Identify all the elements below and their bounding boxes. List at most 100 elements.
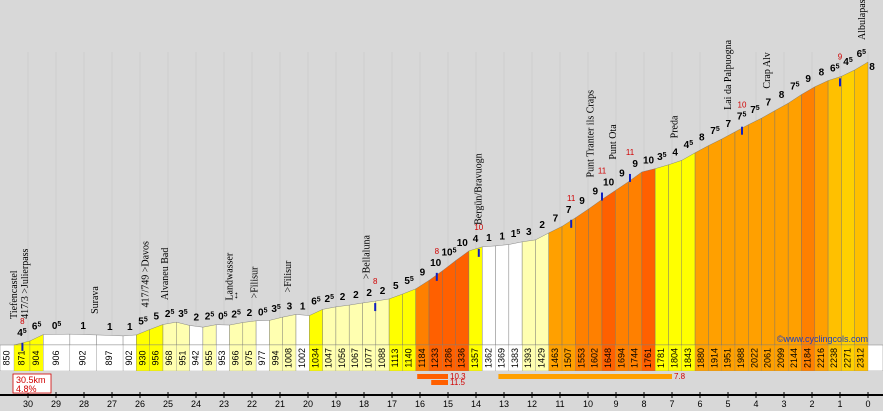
elevation-label: 1383	[510, 348, 520, 368]
grade-label: 8	[699, 133, 705, 144]
max-grade-label: 10	[474, 223, 483, 232]
grade-label: 9	[619, 169, 625, 180]
elevation-label: 1369	[497, 348, 507, 368]
profile-segment	[442, 260, 456, 346]
place-label: Surava	[90, 286, 101, 314]
grade-label: 8	[779, 90, 785, 101]
grade-label: 65	[857, 49, 867, 60]
grade-half-mark: 5	[796, 82, 800, 89]
grade-label: 05	[218, 312, 228, 323]
km-label: 18	[359, 399, 369, 409]
grade-half-mark: 5	[184, 309, 188, 316]
profile-segment	[362, 300, 377, 346]
km-label: 13	[499, 399, 509, 409]
grade-label: 2	[247, 308, 253, 319]
grade-label: 1	[300, 301, 306, 312]
summary-distance: 30.5km	[16, 375, 46, 385]
profile-segment	[176, 321, 190, 346]
grade-label: 1	[127, 322, 133, 333]
grade-label: 25	[165, 309, 175, 320]
km-label: 10	[583, 399, 593, 409]
profile-segment	[229, 322, 243, 346]
hard-section-bar	[417, 374, 448, 379]
grade-half-mark: 5	[264, 307, 268, 314]
max-grade-label: 9	[838, 52, 843, 61]
grade-half-mark: 5	[716, 126, 720, 133]
grade-label: 05	[258, 307, 268, 318]
elevation-label: 1694	[616, 348, 626, 368]
grade-label: 10	[457, 238, 469, 249]
max-grade-label: 8	[435, 247, 440, 256]
grade-label: 25	[325, 294, 335, 305]
elevation-label: 2312	[856, 348, 866, 368]
elevation-label: 871	[16, 350, 26, 365]
max-grade-label: 8	[373, 277, 378, 286]
km-label: 22	[247, 399, 257, 409]
elevation-label: 1951	[723, 348, 733, 368]
profile-segment	[242, 320, 257, 346]
profile-segment	[69, 333, 97, 346]
grade-label: 2	[539, 220, 545, 231]
elevation-label: 977	[257, 350, 267, 365]
place-label: >Filisur	[250, 266, 261, 298]
profile-segment	[615, 181, 629, 346]
max-grade-label: 11	[626, 148, 635, 157]
place-label: >Filisur	[283, 260, 294, 292]
elevation-label: 956	[151, 350, 161, 365]
profile-segment	[415, 279, 430, 346]
grade-label: 25	[205, 312, 215, 323]
km-label: 17	[387, 399, 397, 409]
km-label: 12	[527, 399, 537, 409]
grade-label: 3	[287, 301, 293, 312]
grade-half-mark: 5	[23, 328, 27, 335]
profile-segment	[468, 246, 483, 346]
profile-segment	[787, 94, 802, 346]
profile-segment	[508, 241, 523, 346]
place-label: >Bellaluna	[362, 235, 373, 280]
grade-label: 10	[643, 156, 655, 167]
km-label: 29	[51, 399, 61, 409]
elevation-label: 2144	[789, 348, 799, 368]
grade-label: 2	[353, 290, 359, 301]
km-label: 15	[443, 399, 453, 409]
elevation-label: 968	[164, 350, 174, 365]
profile-segment	[96, 334, 124, 346]
km-label: 3	[781, 399, 786, 409]
profile-segment	[588, 199, 603, 346]
hard-section-label: 11.5	[450, 378, 466, 387]
elevation-label: 1113	[390, 349, 400, 368]
profile-segment	[535, 232, 549, 346]
elevation-label: 2238	[829, 348, 839, 368]
grade-label: 8	[819, 68, 825, 79]
grade-label: 2	[340, 292, 346, 303]
elevation-label: 1286	[443, 348, 453, 368]
km-label: 5	[725, 399, 730, 409]
max-grade-label: 10	[738, 101, 747, 110]
elevation-label: 1077	[364, 348, 374, 368]
elevation-label: 953	[217, 350, 227, 365]
elevation-label: 1034	[310, 348, 320, 368]
km-label: 11	[555, 399, 564, 409]
elevation-label: 1336	[457, 348, 467, 368]
elevation-cell	[96, 344, 124, 372]
elevation-label: 1843	[683, 348, 693, 368]
km-label: 20	[303, 399, 313, 409]
elevation-label: 897	[104, 350, 114, 365]
grade-label: 65	[32, 322, 42, 333]
km-label: 23	[219, 399, 229, 409]
profile-segment	[601, 190, 616, 346]
km-label: 30	[23, 399, 33, 409]
grade-label: 7	[566, 205, 572, 216]
elevation-label: 1140	[403, 348, 413, 367]
place-label: Crap Alv	[762, 52, 773, 88]
profile-segment	[428, 270, 443, 346]
grade-half-mark: 5	[224, 312, 228, 319]
elevation-label: 1393	[523, 348, 533, 368]
grade-label: 9	[579, 196, 585, 207]
place-label: Bergün/Bravuogn	[474, 153, 485, 224]
profile-segment	[641, 168, 656, 346]
profile-segment	[628, 171, 643, 346]
grade-half-mark: 5	[453, 248, 457, 255]
place-label: Alvaneu Bad	[160, 248, 171, 301]
grade-label: 65	[830, 63, 840, 74]
